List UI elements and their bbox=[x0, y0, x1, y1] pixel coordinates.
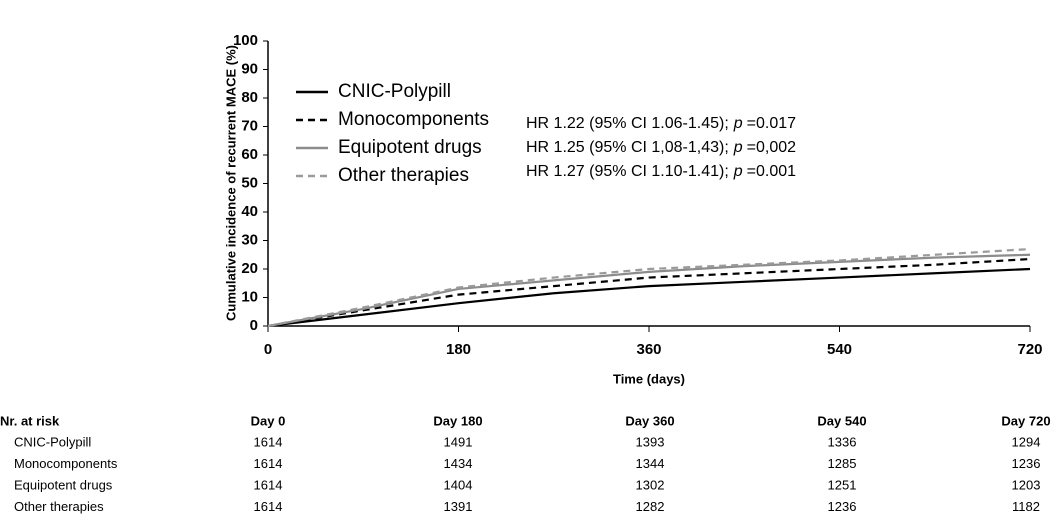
risk-column-header: Day 540 bbox=[817, 413, 866, 428]
risk-row-label: Monocomponents bbox=[14, 456, 118, 471]
risk-row-label: CNIC-Polypill bbox=[14, 434, 91, 449]
y-tick-label: 100 bbox=[233, 32, 258, 49]
annotation: HR 1.27 (95% CI 1.10-1.41); p =0.001 bbox=[526, 163, 796, 180]
annotation-p: p bbox=[733, 115, 743, 132]
legend-label: CNIC-Polypill bbox=[338, 81, 451, 102]
risk-count: 1182 bbox=[1012, 499, 1040, 514]
y-tick-label: 60 bbox=[241, 146, 258, 163]
x-tick-label: 540 bbox=[827, 341, 852, 358]
y-tick-label: 40 bbox=[241, 203, 258, 220]
risk-count: 1393 bbox=[636, 434, 665, 449]
risk-count: 1203 bbox=[1012, 477, 1041, 492]
risk-row-label: Equipotent drugs bbox=[14, 477, 113, 492]
x-axis-title: Time (days) bbox=[613, 371, 685, 386]
series-line bbox=[267, 247, 1031, 328]
risk-column-header: Day 0 bbox=[251, 413, 286, 428]
risk-count: 1294 bbox=[1012, 434, 1041, 449]
risk-count: 1434 bbox=[444, 456, 473, 471]
risk-count: 1614 bbox=[254, 499, 283, 514]
risk-column-header: Day 360 bbox=[625, 413, 674, 428]
risk-count: 1344 bbox=[636, 456, 665, 471]
y-axis-title: Cumulative incidence of recurrent MACE (… bbox=[223, 45, 238, 321]
risk-count: 1282 bbox=[636, 499, 665, 514]
risk-count: 1251 bbox=[828, 477, 857, 492]
y-tick-label: 10 bbox=[241, 288, 258, 305]
risk-count: 1236 bbox=[828, 499, 857, 514]
annotation: HR 1.25 (95% CI 1,08-1,43); p =0,002 bbox=[526, 139, 796, 156]
risk-count: 1404 bbox=[444, 477, 473, 492]
y-tick-label: 80 bbox=[241, 89, 258, 106]
y-tick-label: 0 bbox=[250, 317, 258, 334]
series-line bbox=[267, 253, 1031, 328]
risk-count: 1302 bbox=[636, 477, 665, 492]
risk-count: 1285 bbox=[828, 456, 857, 471]
risk-count: 1336 bbox=[828, 434, 857, 449]
risk-count: 1614 bbox=[254, 456, 283, 471]
annotation: HR 1.22 (95% CI 1.06-1.45); p =0.017 bbox=[526, 115, 796, 132]
risk-column-header: Day 180 bbox=[433, 413, 482, 428]
risk-table-title: Nr. at risk bbox=[0, 413, 60, 428]
risk-count: 1491 bbox=[444, 434, 473, 449]
x-tick-label: 720 bbox=[1017, 341, 1042, 358]
series-line bbox=[267, 257, 1031, 328]
x-tick-label: 180 bbox=[446, 341, 471, 358]
annotation-p: p bbox=[733, 163, 743, 180]
legend-label: Monocomponents bbox=[338, 109, 489, 130]
risk-count: 1391 bbox=[444, 499, 473, 514]
risk-count: 1614 bbox=[254, 434, 283, 449]
y-tick-label: 50 bbox=[241, 174, 258, 191]
annotation-value: =0.001 bbox=[747, 163, 796, 180]
y-tick-label: 90 bbox=[241, 60, 258, 77]
x-tick-label: 360 bbox=[636, 341, 661, 358]
risk-column-header: Day 720 bbox=[1001, 413, 1050, 428]
annotation-p: p bbox=[733, 139, 743, 156]
risk-count: 1236 bbox=[1012, 456, 1041, 471]
x-tick-label: 0 bbox=[264, 341, 272, 358]
legend-label: Other therapies bbox=[338, 165, 469, 186]
annotation-value: =0.017 bbox=[747, 115, 796, 132]
series-line bbox=[267, 267, 1031, 328]
y-tick-label: 30 bbox=[241, 231, 258, 248]
risk-count: 1614 bbox=[254, 477, 283, 492]
annotation-text: HR 1.27 (95% CI 1.10-1.41); bbox=[526, 163, 729, 180]
legend-label: Equipotent drugs bbox=[338, 137, 482, 158]
annotation-value: =0,002 bbox=[747, 139, 796, 156]
y-tick-label: 70 bbox=[241, 117, 258, 134]
annotation-text: HR 1.22 (95% CI 1.06-1.45); bbox=[526, 115, 729, 132]
annotation-text: HR 1.25 (95% CI 1,08-1,43); bbox=[526, 139, 729, 156]
y-tick-label: 20 bbox=[241, 260, 258, 277]
risk-row-label: Other therapies bbox=[14, 499, 104, 514]
